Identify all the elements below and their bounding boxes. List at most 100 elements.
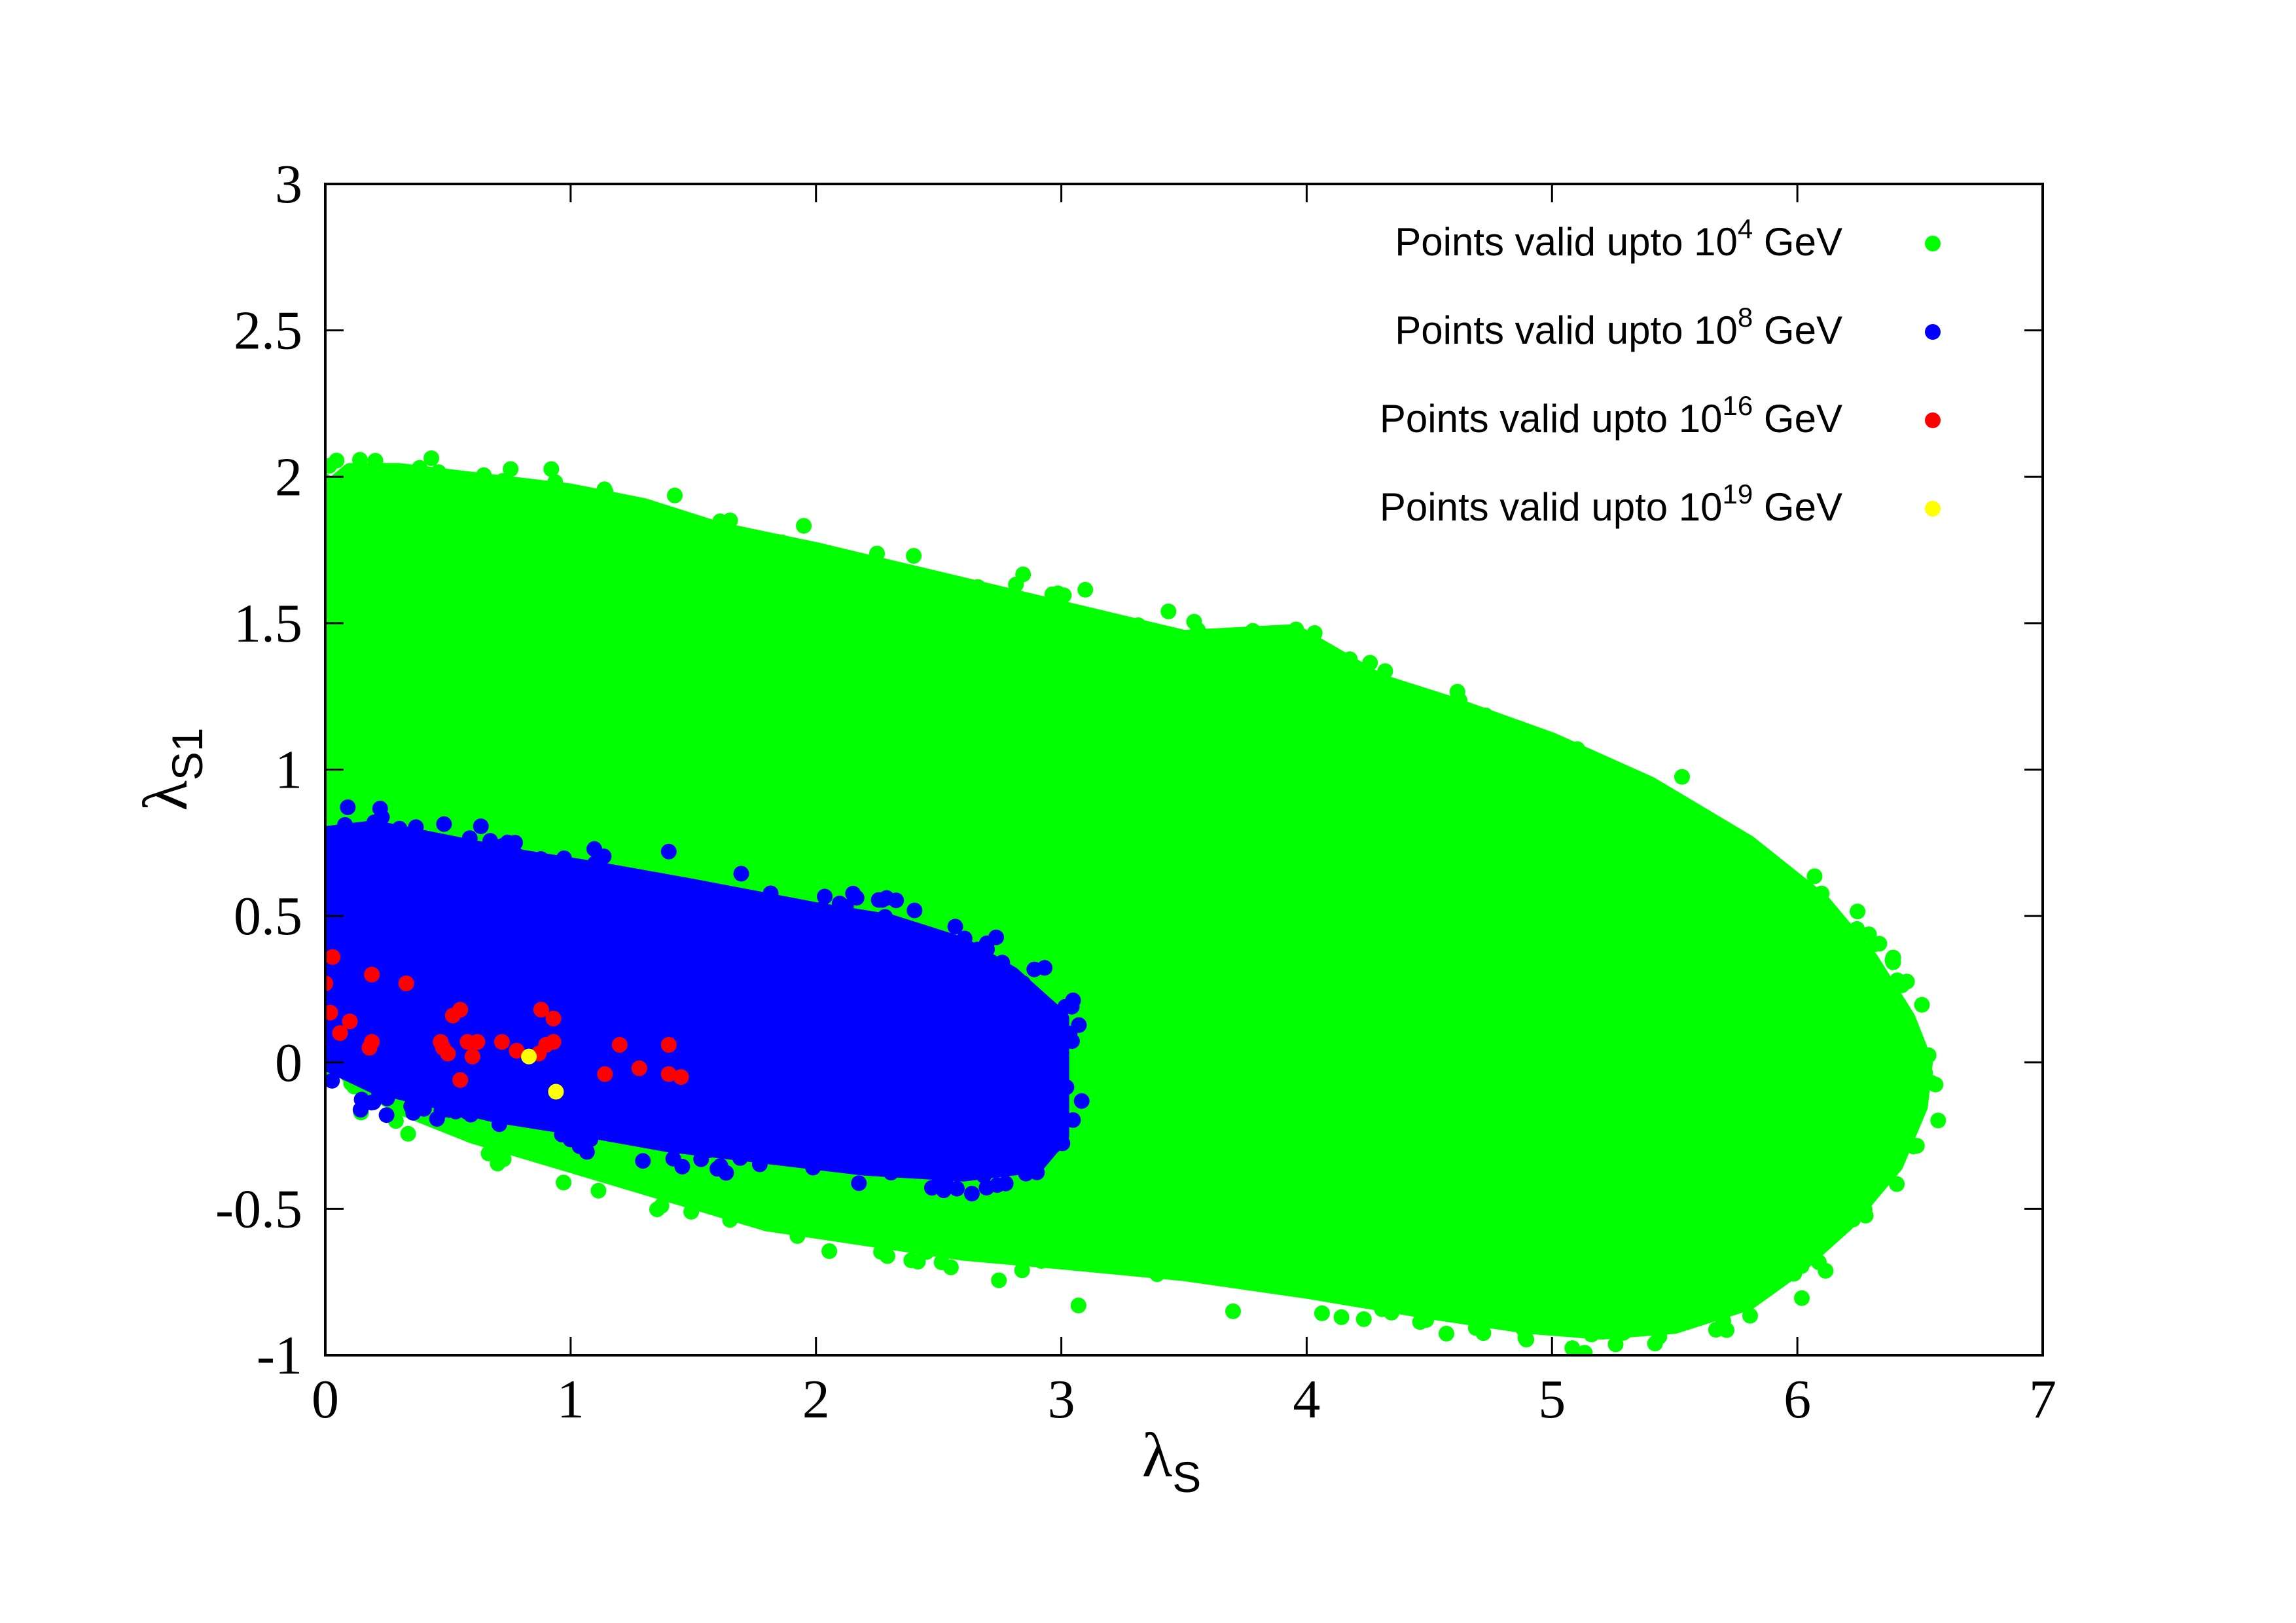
series-2-edge-point	[298, 1003, 314, 1019]
series-2-edge-point	[459, 1104, 475, 1120]
series-2-edge-point	[976, 1151, 992, 1167]
series-1-edge-point	[1287, 635, 1304, 651]
series-2-edge-point	[817, 888, 833, 905]
series-2-edge-point	[306, 1047, 322, 1063]
series-2-edge-point	[435, 851, 451, 867]
series-1-edge-point	[1569, 741, 1585, 757]
series-1-edge-point	[1215, 1249, 1232, 1265]
series-1-edge-point	[1814, 885, 1830, 902]
series-1-edge-point	[1842, 1191, 1857, 1207]
series-1-edge-point	[1190, 622, 1206, 638]
series-1-edge-point	[796, 518, 812, 534]
series-2-edge-point	[330, 896, 346, 913]
series-2-edge-point	[751, 1146, 768, 1163]
series-1-edge-point	[1564, 1340, 1581, 1355]
series-1-edge-point	[916, 1230, 933, 1245]
series-1-edge-point	[702, 1178, 719, 1194]
series-1-edge-point	[325, 663, 341, 678]
series-3-point	[469, 1034, 486, 1050]
series-1-edge-point	[1418, 1312, 1435, 1328]
series-1-edge-point	[431, 464, 446, 481]
series-2-edge-point	[1071, 1017, 1087, 1033]
series-1-edge-point	[336, 489, 353, 505]
series-1-edge-point	[1448, 702, 1464, 719]
series-1-edge-point	[492, 1148, 508, 1164]
series-1-edge-point	[1439, 1326, 1454, 1341]
series-1-edge-point	[631, 512, 647, 528]
series-1-edge-point	[869, 545, 885, 562]
series-3-point	[545, 1034, 562, 1050]
series-1-edge-point	[1575, 1317, 1592, 1334]
series-1-edge-point	[683, 1203, 700, 1220]
series-2-edge-point	[364, 1068, 380, 1084]
series-2-edge-point	[1018, 1165, 1034, 1182]
series-3-point	[325, 1004, 338, 1021]
series-2-edge-point	[325, 1072, 340, 1089]
series-1-edge-point	[906, 548, 922, 564]
series-1-edge-point	[1050, 585, 1066, 602]
x-tick-labels: 0 1 2 3 4 5 6 7	[312, 1369, 2056, 1430]
series-1-edge-point	[1449, 684, 1465, 700]
series-2-edge-point	[395, 1070, 412, 1087]
series-3-point	[493, 1034, 510, 1050]
series-2-edge-point	[583, 1131, 599, 1148]
series-1-edge-point	[1850, 903, 1866, 920]
series-2-point	[403, 1098, 420, 1114]
series-2-edge-point	[996, 1150, 1013, 1167]
series-3-point	[660, 1036, 677, 1053]
series-2-edge-point	[632, 1122, 649, 1138]
series-2-edge-point	[888, 892, 905, 909]
series-2-edge-point	[1073, 1093, 1090, 1109]
series-1-edge-point	[1923, 1074, 1939, 1091]
series-1-edge-point	[1909, 1138, 1925, 1154]
series-1-edge-point	[1653, 795, 1670, 812]
series-2-edge-point	[949, 1180, 965, 1197]
legend-marker	[1925, 501, 1941, 517]
series-3-point	[398, 976, 414, 991]
series-1-edge-point	[1753, 1284, 1770, 1300]
series-1-edge-point	[1667, 1313, 1683, 1330]
x-tick-label: 2	[802, 1369, 830, 1430]
series-1-edge-point	[1729, 1293, 1744, 1309]
series-2-edge-point	[976, 1167, 992, 1184]
series-2-edge-point	[1058, 1079, 1075, 1095]
series-1-edge-point	[1920, 1047, 1937, 1063]
series-1-point	[1453, 1303, 1469, 1319]
series-1-edge-point	[956, 582, 971, 598]
series-1-edge-point	[721, 541, 738, 557]
series-3-point	[464, 1048, 480, 1065]
series-1-edge-point	[1888, 1040, 1905, 1057]
series-1-edge-point	[547, 474, 564, 490]
series-1-edge-point	[575, 487, 592, 503]
series-2-edge-point	[1064, 1033, 1080, 1049]
series-1-edge-point	[543, 461, 560, 477]
series-2-edge-point	[845, 885, 861, 902]
series-2-edge-point	[870, 892, 887, 908]
series-1-edge-point	[1749, 852, 1765, 868]
series-2-edge-point	[554, 855, 571, 871]
series-1-edge-point	[1063, 1254, 1079, 1270]
series-1-edge-point	[1134, 636, 1151, 653]
series-1-edge-point	[722, 1212, 738, 1228]
series-1-edge-point	[1377, 663, 1393, 680]
series-3-point	[452, 1072, 469, 1088]
series-1-edge-point	[366, 484, 382, 501]
series-2-edge-point	[579, 1144, 595, 1160]
series-2-edge-point	[1065, 993, 1081, 1008]
series-2-edge-point	[334, 840, 350, 856]
series-1-edge-point	[1424, 708, 1440, 724]
series-3-point	[332, 1025, 348, 1041]
series-2-edge-point	[782, 1134, 798, 1150]
series-2-edge-point	[947, 919, 963, 935]
series-2-edge-point	[652, 1115, 668, 1131]
series-2-edge-point	[473, 818, 489, 835]
series-1-edge-point	[1015, 566, 1031, 583]
series-2-edge-point	[391, 820, 408, 837]
series-2-edge-point	[851, 1175, 867, 1192]
series-2-edge-point	[979, 941, 995, 957]
series-1-edge-point	[1858, 1184, 1874, 1200]
series-1-edge-point	[821, 1243, 838, 1259]
series-1-edge-point	[1362, 655, 1378, 671]
series-3-point	[631, 1060, 647, 1076]
